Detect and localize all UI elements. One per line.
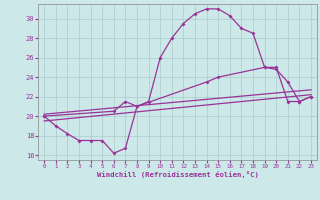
X-axis label: Windchill (Refroidissement éolien,°C): Windchill (Refroidissement éolien,°C) [97, 171, 259, 178]
